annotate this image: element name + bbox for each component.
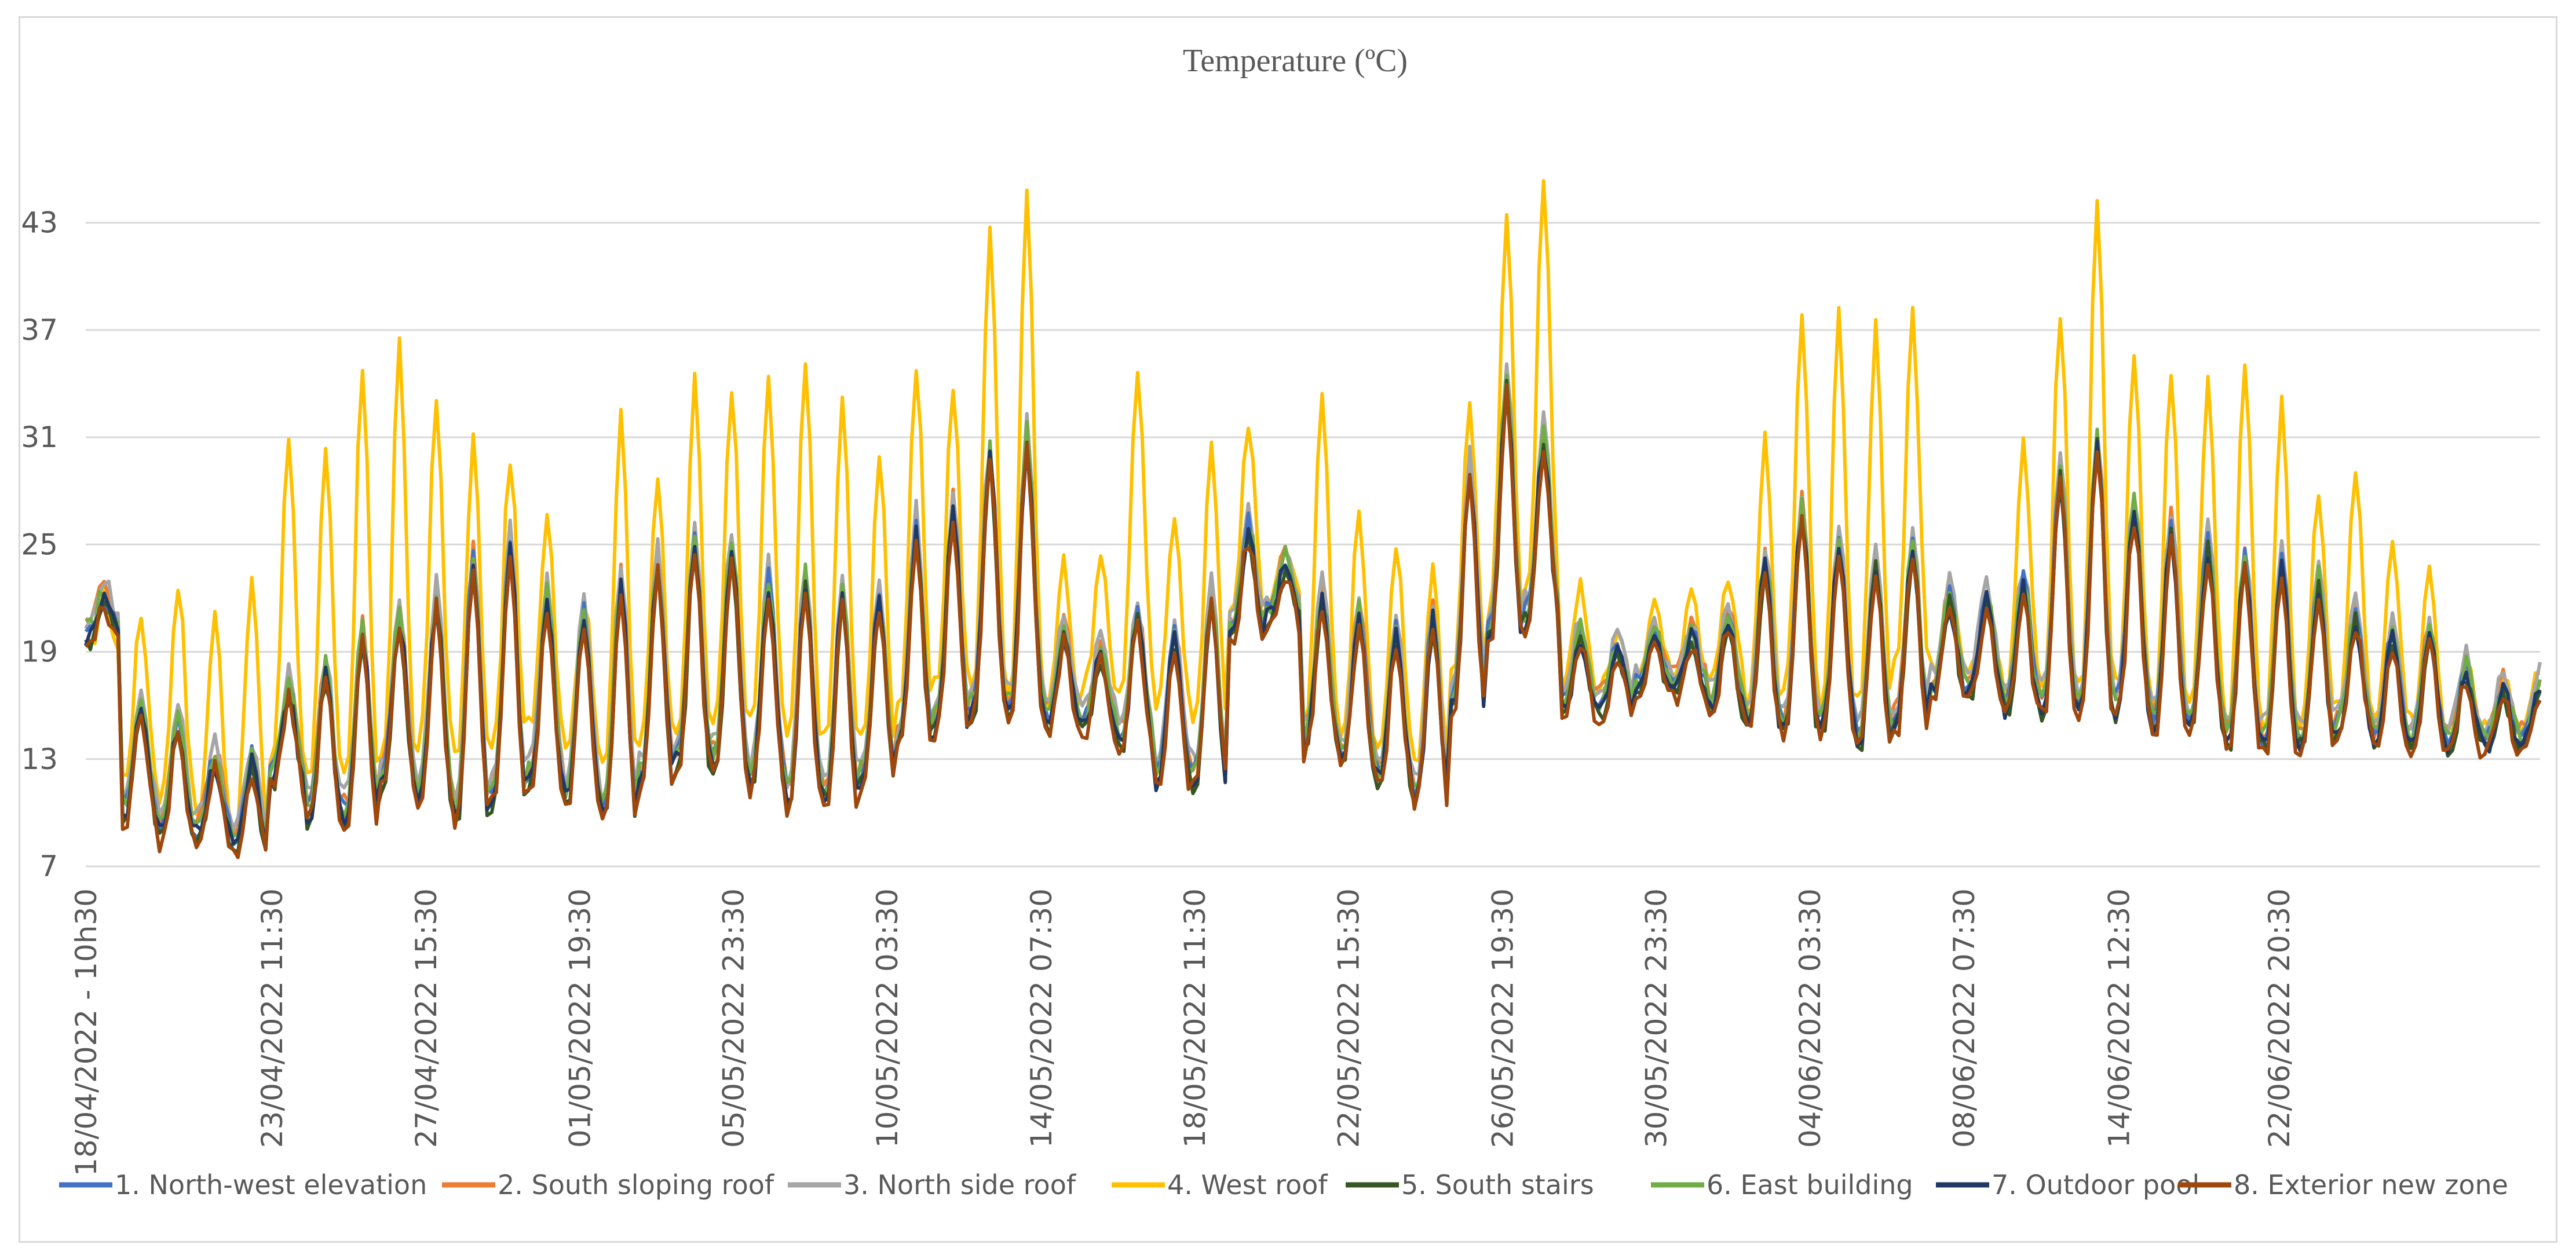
legend-label: 6. East building bbox=[1707, 1169, 1913, 1201]
x-tick-label: 22/05/2022 15:30 bbox=[1332, 888, 1366, 1148]
x-tick-label: 18/04/2022 - 10h30 bbox=[70, 888, 103, 1176]
series-line-8 bbox=[84, 383, 2542, 859]
x-tick-label: 14/06/2022 12:30 bbox=[2102, 888, 2136, 1148]
legend-label: 4. West roof bbox=[1167, 1169, 1328, 1201]
y-tick-label: 31 bbox=[21, 420, 58, 454]
legend-label: 2. South sloping roof bbox=[498, 1169, 775, 1201]
y-tick-label: 7 bbox=[39, 850, 58, 883]
x-tick-label: 10/05/2022 03:30 bbox=[871, 888, 904, 1148]
legend-label: 7. Outdoor pool bbox=[1992, 1169, 2199, 1201]
legend-label: 5. South stairs bbox=[1401, 1169, 1594, 1201]
y-tick-label: 19 bbox=[21, 635, 58, 669]
chart-title: Temperature (ºC) bbox=[1183, 43, 1408, 79]
x-tick-label: 23/04/2022 11:30 bbox=[255, 888, 289, 1148]
x-tick-label: 04/06/2022 03:30 bbox=[1793, 888, 1827, 1148]
legend-label: 8. Exterior new zone bbox=[2234, 1169, 2508, 1201]
series-line-4 bbox=[85, 179, 2541, 835]
legend: 1. North-west elevation 2. South sloping … bbox=[59, 1169, 2508, 1201]
y-tick-label: 43 bbox=[21, 206, 58, 240]
x-tick-label: 18/05/2022 11:30 bbox=[1178, 888, 1212, 1148]
y-axis-ticks: 7 13 19 25 31 37 43 bbox=[21, 206, 58, 883]
x-tick-label: 05/05/2022 23:30 bbox=[717, 888, 751, 1148]
x-tick-label: 22/06/2022 20:30 bbox=[2263, 888, 2296, 1148]
x-tick-label: 14/05/2022 07:30 bbox=[1025, 888, 1058, 1148]
y-tick-label: 37 bbox=[21, 313, 58, 347]
x-tick-label: 26/05/2022 19:30 bbox=[1486, 888, 1519, 1148]
y-tick-label: 25 bbox=[21, 528, 58, 561]
legend-label: 3. North side roof bbox=[843, 1169, 1077, 1201]
x-axis: 18/04/2022 - 10h30 23/04/2022 11:30 27/04/… bbox=[70, 865, 2540, 1176]
x-tick-label: 08/06/2022 07:30 bbox=[1947, 888, 1981, 1148]
legend-label: 1. North-west elevation bbox=[115, 1169, 427, 1201]
series-layer bbox=[84, 179, 2542, 859]
y-tick-label: 13 bbox=[21, 742, 58, 776]
x-tick-label: 27/04/2022 15:30 bbox=[410, 888, 443, 1148]
x-tick-label: 30/05/2022 23:30 bbox=[1639, 888, 1673, 1148]
x-tick-label: 01/05/2022 19:30 bbox=[563, 888, 597, 1148]
